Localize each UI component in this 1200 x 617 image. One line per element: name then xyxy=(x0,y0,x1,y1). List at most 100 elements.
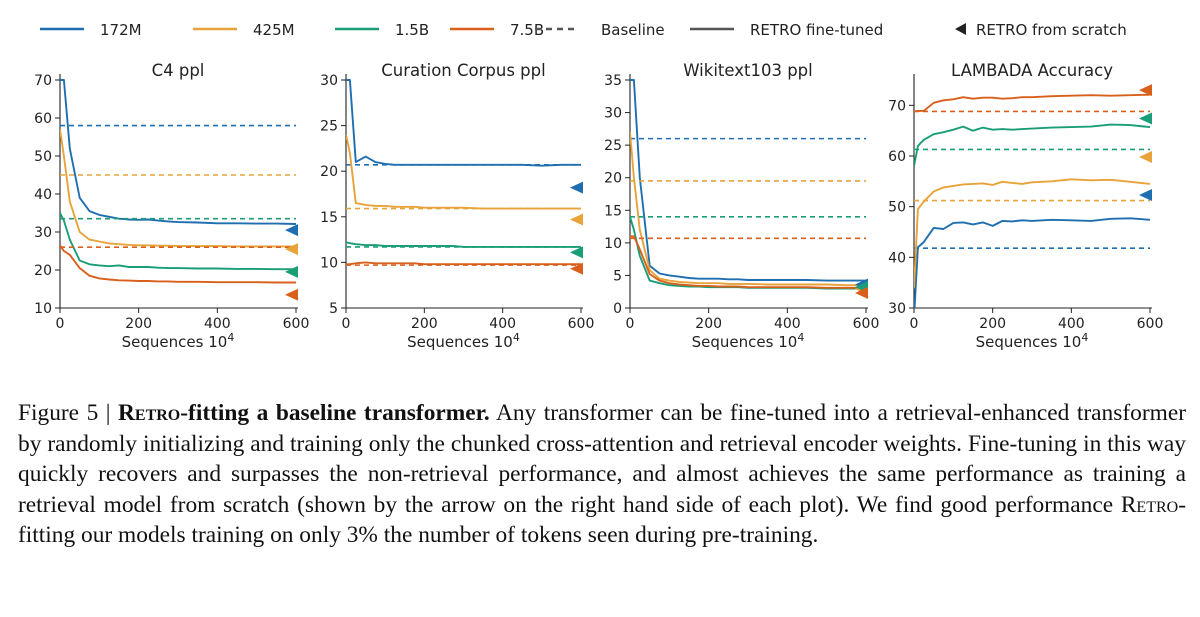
x-tick-label: 200 xyxy=(979,316,1006,332)
x-tick-label: 200 xyxy=(695,316,722,332)
caption-body-retro: Retro xyxy=(1120,491,1179,518)
scratch-marker-1-5b xyxy=(285,265,298,278)
y-tick-label: 50 xyxy=(888,200,906,216)
legend-item-425m: 425M xyxy=(193,21,295,39)
y-tick-label: 5 xyxy=(613,268,622,284)
y-tick-label: 60 xyxy=(34,111,52,127)
plot-area xyxy=(914,93,1151,308)
series-line-425m xyxy=(630,132,866,287)
legend-triangle-marker xyxy=(955,23,966,35)
x-tick-label: 400 xyxy=(204,316,231,332)
plot-area xyxy=(60,79,297,284)
series-line-1-5b xyxy=(914,123,1151,167)
legend-label: 7.5B xyxy=(510,21,544,39)
chart-title: Wikitext103 ppl xyxy=(683,61,813,80)
x-tick-label: 200 xyxy=(411,316,438,332)
x-tick-label: 0 xyxy=(626,316,635,332)
legend-label: RETRO from scratch xyxy=(976,21,1127,39)
legend-label: 425M xyxy=(253,21,295,39)
x-tick-label: 0 xyxy=(910,316,919,332)
series-line-172m xyxy=(630,79,866,282)
figure-caption: Figure 5 | Retro-fitting a baseline tran… xyxy=(18,398,1186,551)
scratch-marker-425m xyxy=(1139,151,1152,164)
caption-title-rest: -fitting a baseline transformer. xyxy=(180,400,490,426)
legend: 172M 425M 1.5B 7.5B Baseline RETRO fine-tuned… xyxy=(40,21,1127,39)
scratch-marker-172m xyxy=(285,224,298,237)
caption-label: Figure 5 | xyxy=(18,400,118,426)
y-tick-label: 10 xyxy=(604,236,622,252)
y-tick-label: 30 xyxy=(34,225,52,241)
legend-item-baseline: Baseline xyxy=(535,21,665,39)
plot-area xyxy=(630,79,866,290)
x-tick-label: 600 xyxy=(1137,316,1164,332)
chart-title: C4 ppl xyxy=(152,61,205,80)
chart-panel-wikitext103-ppl: Wikitext103 ppl 0 5 10 15 20 25 30 35 0 200 400 600 S… xyxy=(604,61,879,351)
scratch-marker-7-5b xyxy=(855,287,868,300)
x-tick-label: 0 xyxy=(56,316,65,332)
x-tick-label: 600 xyxy=(568,316,595,332)
y-tick-label: 30 xyxy=(604,106,622,122)
scratch-marker-172m xyxy=(1139,189,1152,202)
x-tick-label: 400 xyxy=(489,316,516,332)
scratch-marker-172m xyxy=(570,181,583,194)
series-line-1-5b xyxy=(60,212,296,271)
series-line-172m xyxy=(60,79,297,225)
chart-panel-lambada-accuracy: LAMBADA Accuracy 30 40 50 60 70 0 200 400 600 Sequ… xyxy=(888,61,1163,351)
legend-label: 1.5B xyxy=(395,21,429,39)
legend-label: 172M xyxy=(100,21,142,39)
y-tick-label: 25 xyxy=(320,119,338,135)
series-line-1-5b xyxy=(346,241,581,248)
y-tick-label: 70 xyxy=(34,73,52,89)
caption-body-2: -fitting our models training on only 3% … xyxy=(18,491,1186,549)
series-line-7-5b xyxy=(914,93,1151,113)
series-line-7-5b xyxy=(630,235,866,289)
y-tick-label: 40 xyxy=(888,250,906,266)
x-tick-label: 200 xyxy=(125,316,152,332)
legend-item-retro-fine-tuned: RETRO fine-tuned xyxy=(690,21,883,39)
y-tick-label: 10 xyxy=(34,301,52,317)
chart-panel-curation-corpus-ppl: Curation Corpus ppl 5 10 15 20 25 30 0 200 400 600… xyxy=(320,61,594,351)
figure-5-charts: 172M 425M 1.5B 7.5B Baseline RETRO fine-tuned… xyxy=(34,21,1163,351)
y-tick-label: 20 xyxy=(34,263,52,279)
chart-panel-c4-ppl: C4 ppl 10 20 30 40 50 60 70 0 200 400 600 Sequences … xyxy=(34,61,309,351)
scratch-marker-7-5b xyxy=(1139,84,1152,97)
caption-title: Retro-fitting a baseline transformer. xyxy=(118,400,490,426)
x-axis-label: Sequences 104 xyxy=(692,331,805,351)
series-line-7-5b xyxy=(60,244,296,284)
series-line-425m xyxy=(60,129,296,248)
legend-label: RETRO fine-tuned xyxy=(750,21,883,39)
x-tick-label: 400 xyxy=(1058,316,1085,332)
x-axis-label: Sequences 104 xyxy=(976,331,1089,351)
y-tick-label: 20 xyxy=(604,171,622,187)
caption-title-retro: Retro xyxy=(118,400,181,426)
y-tick-label: 15 xyxy=(604,203,622,219)
scratch-marker-425m xyxy=(570,213,583,226)
y-tick-label: 50 xyxy=(34,149,52,165)
scratch-marker-7-5b xyxy=(285,288,298,301)
y-tick-label: 20 xyxy=(320,164,338,180)
y-tick-label: 30 xyxy=(888,301,906,317)
scratch-marker-7-5b xyxy=(570,262,583,275)
x-tick-label: 600 xyxy=(283,316,310,332)
x-tick-label: 0 xyxy=(342,316,351,332)
series-line-172m xyxy=(346,79,581,167)
scratch-marker-1-5b xyxy=(570,246,583,259)
plot-area xyxy=(346,79,581,266)
caption-body-1: Any transformer can be fine-tuned into a… xyxy=(18,400,1186,518)
legend-item-172m: 172M xyxy=(40,21,142,39)
y-tick-label: 10 xyxy=(320,255,338,271)
series-line-172m xyxy=(914,217,1151,308)
legend-item-7-5b: 7.5B xyxy=(450,21,544,39)
scratch-marker-1-5b xyxy=(1139,112,1152,125)
y-tick-label: 40 xyxy=(34,187,52,203)
scratch-marker-425m xyxy=(285,243,298,256)
x-tick-label: 600 xyxy=(853,316,880,332)
y-tick-label: 25 xyxy=(604,138,622,154)
series-line-425m xyxy=(346,134,581,210)
series-line-425m xyxy=(914,178,1151,288)
y-tick-label: 35 xyxy=(604,73,622,89)
y-tick-label: 70 xyxy=(888,98,906,114)
y-tick-label: 0 xyxy=(613,301,622,317)
y-tick-label: 30 xyxy=(320,73,338,89)
